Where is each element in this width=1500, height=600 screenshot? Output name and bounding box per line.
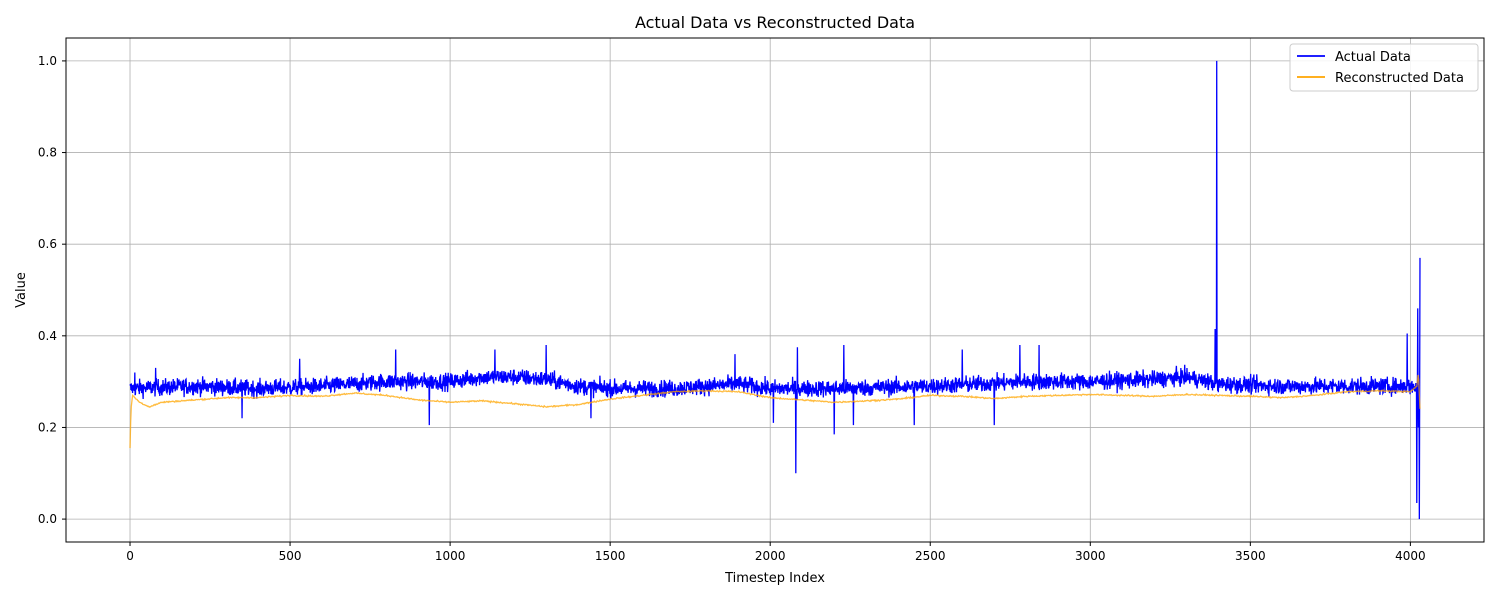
series-line-actual-data	[129, 60, 1421, 520]
legend-frame	[1289, 43, 1479, 92]
grid	[66, 38, 1484, 542]
x-tick-label: 3000	[1075, 549, 1106, 563]
legend-label-reconstructed-data: Reconstructed Data	[1335, 71, 1464, 86]
x-tick-label: 3500	[1235, 549, 1266, 563]
x-axis-label: Timestep Index	[724, 571, 825, 586]
legend-label-actual-data: Actual Data	[1335, 50, 1411, 65]
x-tick-label: 1000	[435, 549, 466, 563]
chart-title: Actual Data vs Reconstructed Data	[635, 13, 915, 32]
y-tick-label: 0.2	[38, 420, 57, 434]
x-tick-label: 2000	[755, 549, 786, 563]
plot-frame	[65, 37, 1485, 543]
legend: Actual Data Reconstructed Data	[1289, 43, 1479, 92]
y-axis: 0.0 0.2 0.4 0.6 0.8 1.0	[38, 54, 66, 526]
x-axis: 0 500 1000 1500 2000 2500 3000 3500 4000	[126, 542, 1426, 563]
y-tick-label: 0.6	[38, 237, 57, 251]
y-tick-label: 0.4	[38, 329, 57, 343]
y-tick-label: 0.8	[38, 146, 57, 160]
x-tick-label: 500	[279, 549, 302, 563]
x-tick-label: 4000	[1395, 549, 1426, 563]
x-tick-label: 2500	[915, 549, 946, 563]
y-axis-label: Value	[14, 272, 29, 308]
x-tick-label: 1500	[595, 549, 626, 563]
x-tick-label: 0	[126, 549, 134, 563]
y-tick-label: 1.0	[38, 54, 57, 68]
series-line-reconstructed-data	[129, 374, 1421, 449]
y-tick-label: 0.0	[38, 512, 57, 526]
